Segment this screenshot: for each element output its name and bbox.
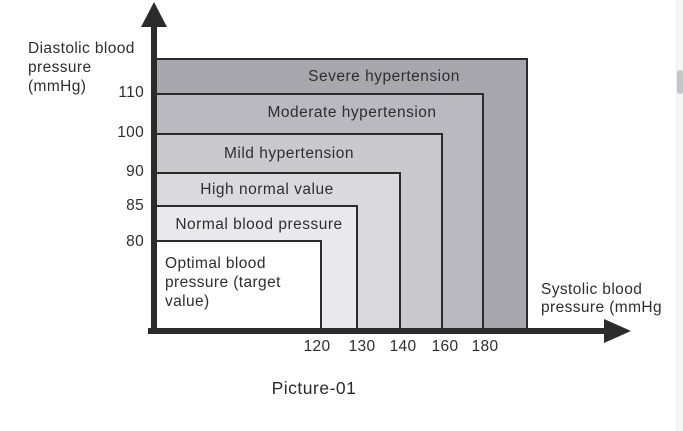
y-tick-90: 90 [126, 163, 144, 180]
y-axis-title-line2: pressure [28, 59, 92, 76]
figure-caption: Picture-01 [271, 378, 357, 398]
x-tick-160: 160 [431, 338, 459, 355]
y-axis-title: Diastolic blood pressure (mmHg) [28, 39, 135, 96]
x-tick-180: 180 [471, 338, 499, 355]
y-axis-arrow-icon [141, 2, 167, 27]
y-tick-80: 80 [126, 233, 144, 250]
zone-label-moderate: Moderate hypertension [267, 104, 437, 121]
zone-label-high-normal: High normal value [200, 181, 334, 198]
y-axis-title-line1: Diastolic blood [28, 40, 135, 57]
x-axis-title-line1: Systolic blood [541, 281, 643, 298]
y-tick-100: 100 [117, 124, 144, 141]
scrollbar-track[interactable] [676, 0, 683, 431]
zone-label-normal: Normal blood pressure [175, 216, 343, 233]
x-axis-arrow-icon [604, 319, 631, 343]
y-tick-85: 85 [126, 197, 144, 214]
zone-label-optimal-line3: value) [165, 293, 210, 310]
x-axis-title-line2: pressure (mmHg [541, 299, 663, 316]
x-tick-120: 120 [303, 338, 331, 355]
x-tick-140: 140 [389, 338, 417, 355]
y-axis-title-line3: (mmHg) [28, 78, 87, 95]
zone-label-severe: Severe hypertension [308, 68, 460, 85]
x-axis-title: Systolic blood pressure (mmHg [541, 281, 662, 317]
zone-optimal-blood-pressure [154, 240, 322, 331]
x-tick-130: 130 [348, 338, 376, 355]
zone-label-optimal-line2: pressure (target [165, 274, 281, 291]
zone-label-mild: Mild hypertension [224, 145, 354, 162]
zone-label-optimal: Optimal blood pressure (target value) [165, 254, 317, 311]
zone-label-optimal-line1: Optimal blood [165, 255, 266, 272]
scrollbar-thumb[interactable] [677, 70, 683, 94]
y-tick-110: 110 [118, 84, 144, 101]
x-axis-line [148, 328, 606, 334]
y-axis-line [151, 24, 157, 334]
